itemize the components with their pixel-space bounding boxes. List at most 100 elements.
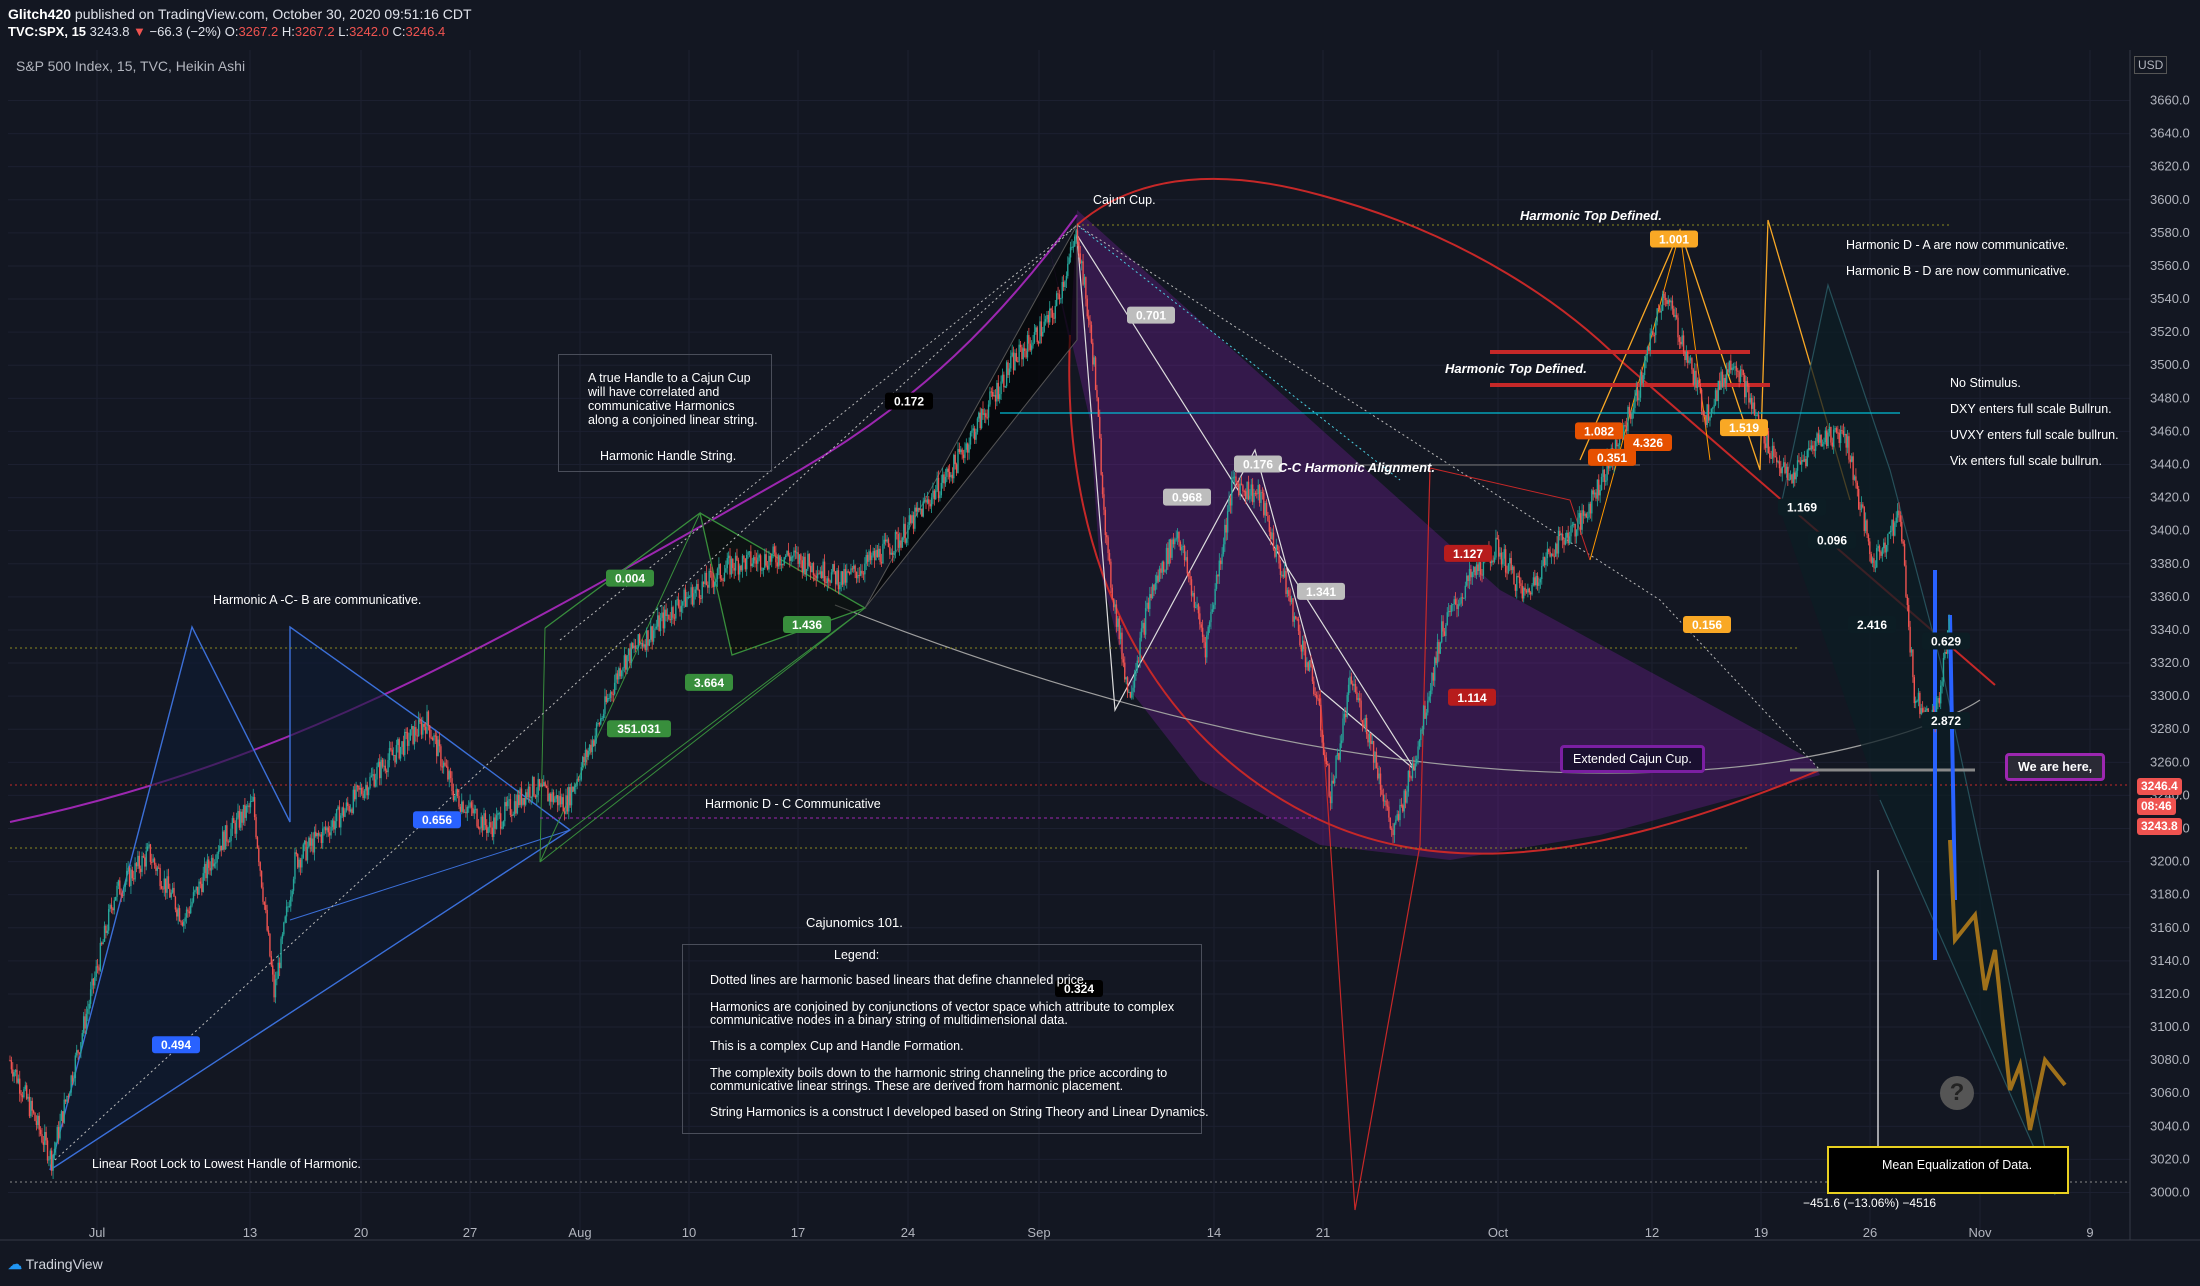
currency-selector[interactable]: USD — [2134, 56, 2168, 74]
tradingview-logo[interactable]: ☁ TradingView — [8, 1256, 103, 1272]
candle-body — [1247, 481, 1250, 500]
candle-body — [1909, 626, 1911, 653]
candle-body — [630, 643, 633, 664]
candle-body — [25, 1085, 28, 1099]
candle-body — [882, 543, 884, 564]
candle-body — [1090, 324, 1093, 343]
candle-body — [1396, 814, 1398, 820]
candle-body — [195, 886, 197, 891]
candle-body — [101, 942, 103, 945]
candle-body — [1801, 460, 1803, 465]
candle-body — [405, 731, 407, 733]
white-harmonic — [1076, 234, 1416, 771]
candle-body — [1674, 315, 1676, 317]
candle-body — [1036, 327, 1038, 343]
candle-body — [459, 806, 462, 812]
candle-body — [1898, 510, 1900, 516]
candle-body — [743, 555, 745, 559]
candle-body — [879, 548, 881, 562]
candle-body — [1653, 335, 1656, 337]
candle-body — [1360, 700, 1362, 721]
candle-body — [1892, 519, 1895, 536]
candle-body — [1030, 345, 1033, 351]
candle-body — [181, 922, 184, 926]
author-name[interactable]: Glitch420 — [8, 6, 72, 22]
candle-body — [127, 867, 129, 871]
candle-body — [702, 581, 705, 584]
candle-body — [324, 827, 327, 831]
candle-body — [1586, 517, 1589, 519]
candle-body — [701, 581, 703, 599]
candle-body — [240, 811, 242, 828]
candle-body — [1652, 331, 1654, 336]
candle-body — [237, 811, 239, 818]
candle-body — [841, 571, 844, 585]
candle-body — [501, 826, 503, 829]
candle-body — [853, 565, 855, 569]
candle-body — [1860, 504, 1863, 510]
candle-body — [488, 822, 491, 828]
candle-body — [322, 828, 324, 843]
candle-body — [270, 956, 273, 966]
ratio-tag-label: 0.656 — [422, 813, 452, 827]
candle-body — [1377, 768, 1379, 779]
candle-body — [14, 1069, 17, 1073]
candle-body — [246, 805, 249, 807]
candle-body — [985, 413, 987, 418]
candle-body — [1126, 677, 1129, 693]
candle-body — [449, 771, 452, 779]
candle-body — [1125, 677, 1127, 680]
candle-body — [1698, 380, 1700, 384]
candle-body — [601, 718, 603, 720]
candle-body — [925, 500, 927, 503]
candle-body — [249, 801, 252, 808]
candle-body — [1846, 436, 1849, 448]
candle-body — [398, 739, 400, 759]
price-tick-label: 3620.0 — [2150, 159, 2190, 174]
candle-body — [915, 507, 917, 512]
candle-body — [1353, 683, 1355, 686]
candle-body — [715, 579, 717, 583]
candle-body — [846, 571, 848, 583]
candle-body — [779, 555, 781, 566]
candle-body — [922, 501, 924, 517]
help-icon[interactable]: ? — [1940, 1076, 1974, 1110]
time-tick-label: 10 — [682, 1225, 696, 1240]
red-harmonic — [1319, 467, 1431, 1211]
candle-body — [878, 548, 880, 557]
symbol-label[interactable]: TVC:SPX, 15 — [8, 24, 87, 39]
candle-body — [128, 867, 131, 887]
candle-body — [825, 581, 827, 583]
candle-body — [395, 745, 398, 763]
candle-body — [49, 1150, 52, 1160]
candle-body — [829, 581, 831, 583]
candle-body — [772, 546, 774, 555]
candle-body — [1481, 574, 1483, 576]
ratio-tag: 1.001 — [1650, 230, 1698, 248]
candle-body — [419, 719, 421, 723]
candle-body — [315, 831, 317, 837]
candle-body — [1062, 281, 1065, 288]
candle-body — [377, 761, 380, 767]
candle-body — [1445, 625, 1447, 636]
candle-body — [1803, 458, 1806, 462]
candle-body — [1874, 567, 1877, 569]
candle-body — [319, 834, 321, 836]
candle-body — [1692, 369, 1694, 385]
black-wedge — [864, 223, 1078, 609]
candle-body — [914, 507, 916, 529]
price-tick-label: 3200.0 — [2150, 854, 2190, 869]
candle-body — [1339, 743, 1341, 760]
price-tick-label: 3480.0 — [2150, 390, 2190, 405]
candle-body — [1582, 510, 1585, 516]
candle-body — [1477, 564, 1479, 571]
candle-body — [1496, 537, 1498, 540]
candle-body — [534, 795, 537, 798]
candle-body — [469, 802, 471, 807]
ratio-tag-bg — [685, 673, 733, 691]
candle-body — [1824, 430, 1827, 443]
candle-body — [1842, 430, 1845, 436]
candle-body — [255, 817, 257, 838]
candle-body — [986, 417, 988, 419]
